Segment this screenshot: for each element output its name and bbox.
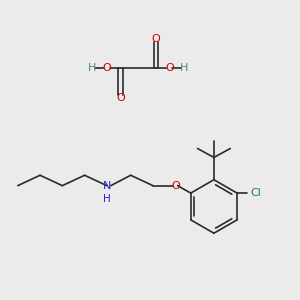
Text: O: O: [103, 63, 111, 73]
Text: Cl: Cl: [250, 188, 261, 198]
Text: O: O: [171, 181, 180, 191]
Text: O: O: [116, 93, 125, 103]
Text: H: H: [88, 63, 96, 73]
Text: O: O: [165, 63, 174, 73]
Text: H: H: [103, 194, 111, 204]
Text: H: H: [180, 63, 188, 73]
Text: O: O: [152, 34, 160, 44]
Text: N: N: [103, 181, 111, 191]
